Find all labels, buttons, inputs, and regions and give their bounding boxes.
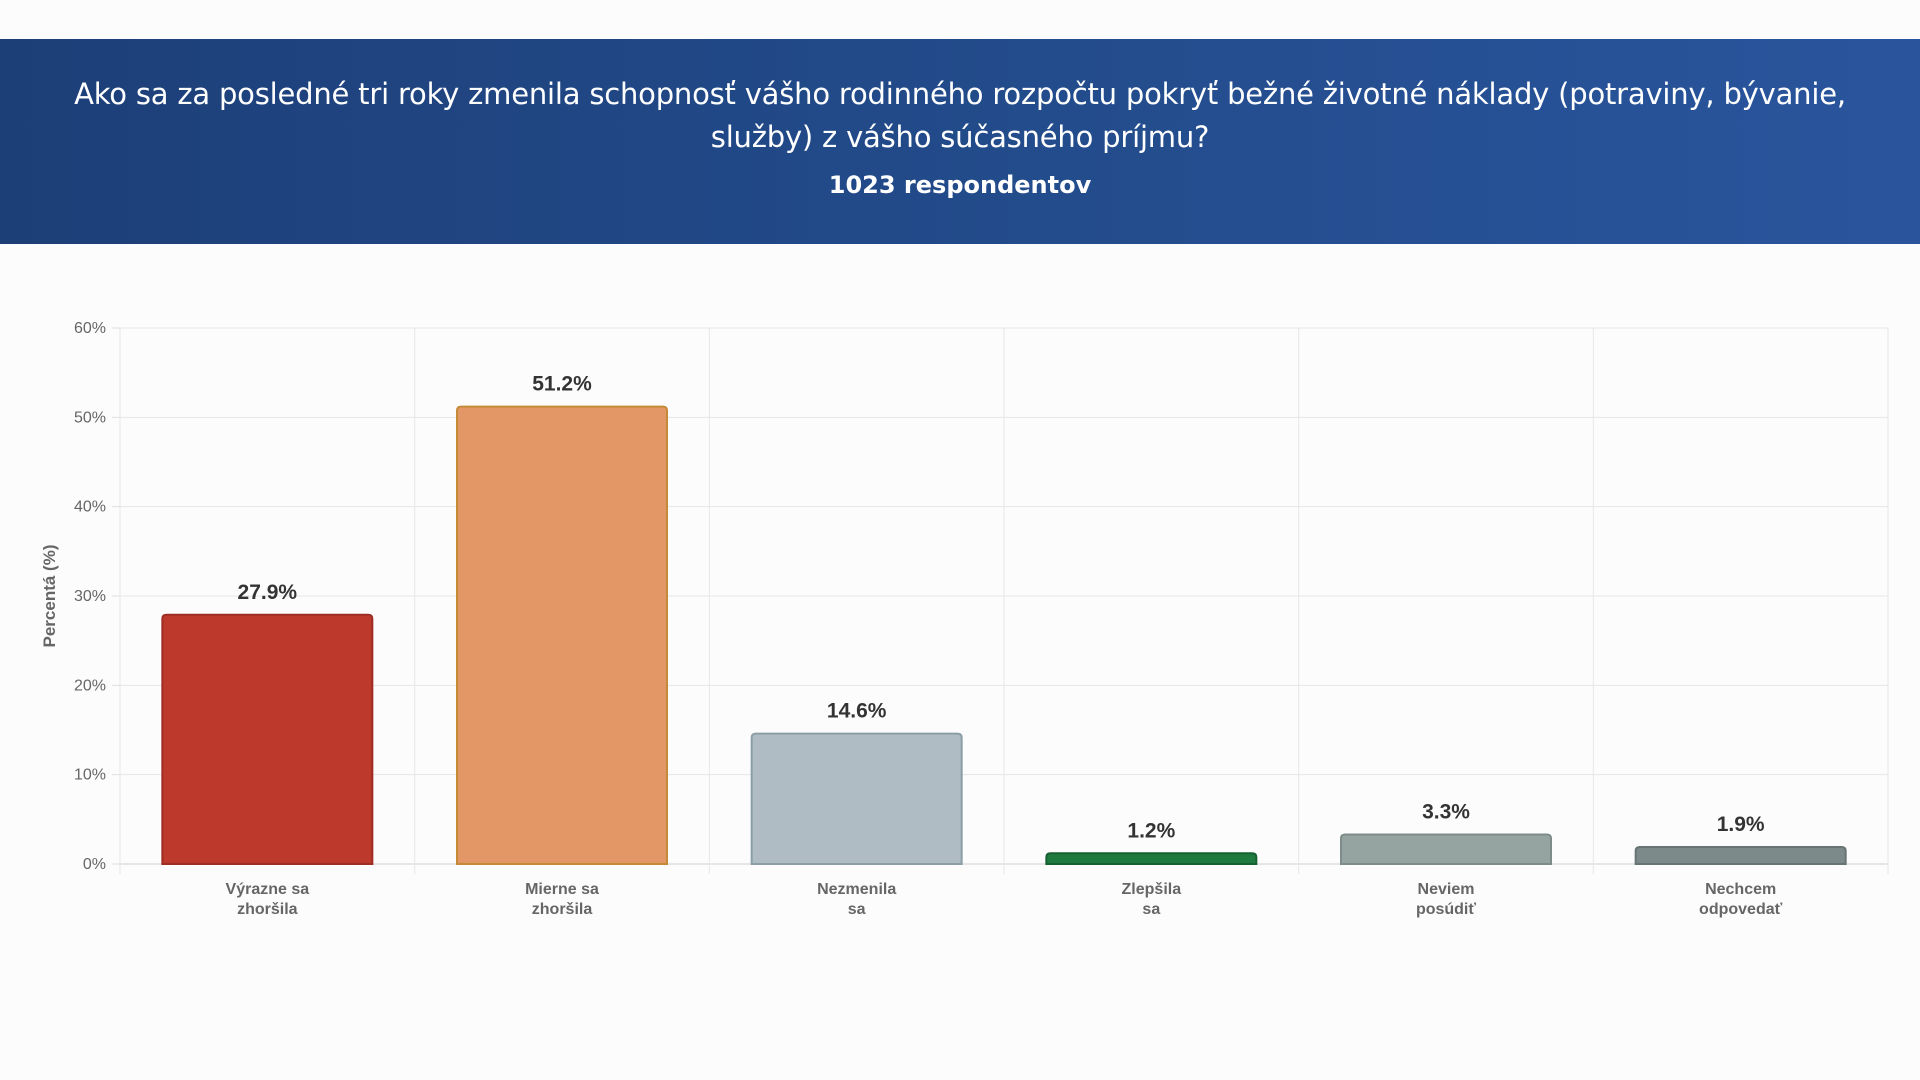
x-tick-label: Nechcem bbox=[1705, 881, 1776, 898]
y-tick-label: 40% bbox=[74, 499, 106, 516]
bar bbox=[161, 613, 374, 865]
grid-lines bbox=[112, 327, 1889, 874]
x-tick-label: Výrazne sa bbox=[226, 881, 310, 898]
x-tick-label: Neviem bbox=[1418, 881, 1475, 898]
y-tick-label: 0% bbox=[83, 856, 106, 873]
x-tick-label: odpovedať bbox=[1699, 901, 1783, 918]
x-tick-label: zhoršila bbox=[237, 901, 298, 918]
chart-subtitle: 1023 respondentov bbox=[828, 171, 1092, 199]
data-label: 1.9% bbox=[1717, 813, 1765, 836]
x-tick-label: posúdiť bbox=[1416, 901, 1476, 918]
bars bbox=[161, 405, 1847, 865]
data-label: 51.2% bbox=[532, 373, 592, 396]
x-tick-label: sa bbox=[848, 901, 866, 918]
x-tick-label: Mierne sa bbox=[525, 881, 599, 898]
bar bbox=[1340, 833, 1552, 865]
data-label: 27.9% bbox=[238, 581, 298, 604]
x-tick-label: sa bbox=[1142, 901, 1160, 918]
labels: 0% 10% 20% 30% 40% 50% 60% 27.9% Výrazne sa zhorš… bbox=[74, 320, 1783, 918]
bar bbox=[456, 405, 668, 865]
chart-header: Ako sa za posledné tri roky zmenila scho… bbox=[0, 39, 1920, 244]
y-tick-label: 20% bbox=[74, 677, 106, 694]
data-label: 14.6% bbox=[827, 700, 887, 723]
data-label: 1.2% bbox=[1127, 819, 1175, 842]
bar bbox=[750, 732, 963, 865]
y-tick-label: 10% bbox=[74, 767, 106, 784]
x-tick-label: zhoršila bbox=[532, 901, 593, 918]
bar bbox=[1045, 852, 1258, 865]
x-tick-label: Nezmenila bbox=[817, 881, 896, 898]
x-tick-label: Zlepšila bbox=[1122, 881, 1182, 898]
data-label: 3.3% bbox=[1422, 801, 1470, 824]
y-tick-label: 60% bbox=[74, 320, 106, 337]
bar bbox=[1634, 846, 1847, 865]
y-axis-title: Percentá (%) bbox=[40, 545, 59, 648]
y-tick-label: 30% bbox=[74, 588, 106, 605]
chart-title: Ako sa za posledné tri roky zmenila scho… bbox=[74, 77, 1846, 154]
y-tick-label: 50% bbox=[74, 409, 106, 426]
